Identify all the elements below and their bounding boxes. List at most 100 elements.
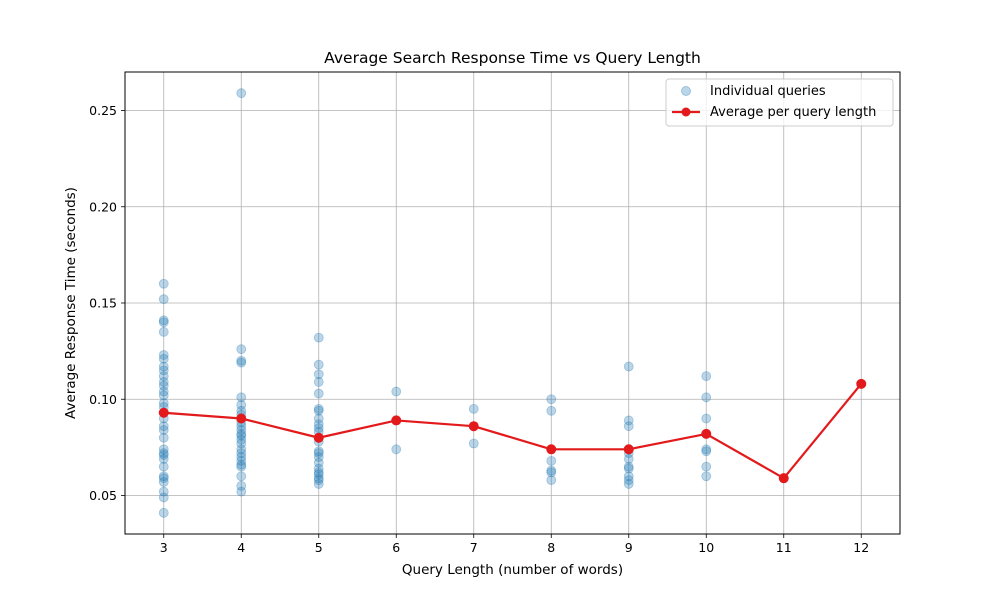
scatter-point [546, 394, 557, 405]
scatter-point [236, 430, 247, 441]
scatter-point [313, 388, 324, 399]
scatter-point [701, 446, 712, 457]
x-tick-label: 4 [237, 540, 245, 555]
scatter-point [158, 425, 169, 435]
average-point [158, 407, 169, 418]
scatter-point [158, 450, 169, 460]
y-tick-label: 0.25 [89, 103, 117, 118]
scatter-point [236, 434, 247, 445]
scatter-point [313, 452, 324, 462]
scatter-point [391, 444, 402, 455]
x-tick-label: 5 [315, 540, 323, 555]
scatter-point [546, 467, 557, 478]
scatter-point [546, 405, 557, 416]
average-line-layer [158, 378, 867, 484]
average-point [546, 444, 557, 455]
scatter-point [313, 377, 324, 387]
average-line [163, 383, 863, 480]
scatter-point [158, 315, 169, 326]
scatter-point [313, 467, 324, 478]
y-axis-label: Average Response Time (seconds) [63, 187, 79, 419]
scatter-point [546, 475, 557, 486]
scatter-point [313, 359, 324, 370]
scatter-point [313, 369, 324, 380]
scatter-point [158, 350, 169, 360]
scatter-point [158, 371, 169, 382]
scatter-point [313, 448, 324, 459]
legend-label-average: Average per query length [710, 105, 876, 120]
scatter-point [236, 444, 247, 455]
average-point [313, 432, 324, 443]
scatter-point [158, 492, 169, 503]
scatter-point [236, 392, 247, 403]
scatter-point [158, 473, 169, 484]
chart-title: Average Search Response Time vs Query Le… [324, 49, 701, 67]
scatter-point [158, 326, 169, 337]
scatter-point [236, 425, 247, 435]
x-tick-label: 6 [392, 540, 400, 555]
x-tick-label: 3 [160, 540, 168, 555]
scatter-point [236, 357, 247, 368]
scatter-point [623, 479, 634, 489]
scatter-point [468, 438, 479, 449]
scatter-point [313, 463, 324, 474]
scatter-point [236, 344, 247, 355]
scatter-point [236, 400, 247, 410]
scatter-point [701, 392, 712, 403]
scatter-point [313, 405, 324, 416]
scatter-point [158, 448, 169, 459]
scatter-point [158, 507, 169, 518]
scatter-point [236, 471, 247, 482]
scatter-point [313, 469, 324, 480]
scatter-point [313, 419, 324, 430]
legend-marker-individual-queries [681, 86, 691, 96]
scatter-point [158, 461, 169, 472]
scatter-point [313, 403, 324, 414]
x-tick-label: 9 [625, 540, 633, 555]
legend-marker-average [681, 107, 691, 117]
scatter-point [701, 413, 712, 424]
scatter-point [623, 463, 634, 474]
y-tick-label: 0.10 [89, 392, 117, 407]
scatter-point [236, 448, 247, 459]
scatter-point [158, 377, 169, 387]
scatter-point [158, 471, 169, 482]
scatter-point [623, 475, 634, 486]
x-tick-label: 12 [853, 540, 869, 555]
scatter-point [158, 386, 169, 397]
scatter-point [158, 278, 169, 289]
scatter-point [158, 353, 169, 364]
scatter-point [313, 475, 324, 486]
scatter-point [158, 432, 169, 443]
x-tick-label: 8 [547, 540, 555, 555]
y-tick-label: 0.20 [89, 199, 117, 214]
scatter-point [468, 403, 479, 414]
scatter-point [546, 465, 557, 476]
y-tick-label: 0.15 [89, 296, 117, 311]
scatter-point [236, 486, 247, 497]
scatter-point [313, 423, 324, 434]
x-tick-label: 11 [776, 540, 792, 555]
scatter-point [158, 421, 169, 432]
scatter-point [701, 444, 712, 455]
scatter-point [236, 428, 247, 439]
average-point [623, 444, 634, 455]
scatter-point [313, 446, 324, 457]
scatter-point [236, 461, 247, 472]
scatter-point [236, 88, 247, 99]
scatter-point [623, 415, 634, 426]
scatter-point [701, 371, 712, 382]
scatter-point [158, 380, 169, 391]
scatter-point [158, 454, 169, 464]
scatter-point [158, 444, 169, 455]
scatter-point [313, 457, 324, 468]
scatter-point [158, 317, 169, 328]
x-tick-label: 7 [470, 540, 478, 555]
scatter-point [391, 386, 402, 397]
scatter-point [236, 455, 247, 466]
axis-ticks: 3 4 5 6 7 8 9 10 11 12 0.05 0.10 0.15 0.20 0.25 [89, 103, 869, 555]
scatter-point [623, 461, 634, 472]
scatter-point [236, 355, 247, 366]
scatter-point [623, 454, 634, 464]
